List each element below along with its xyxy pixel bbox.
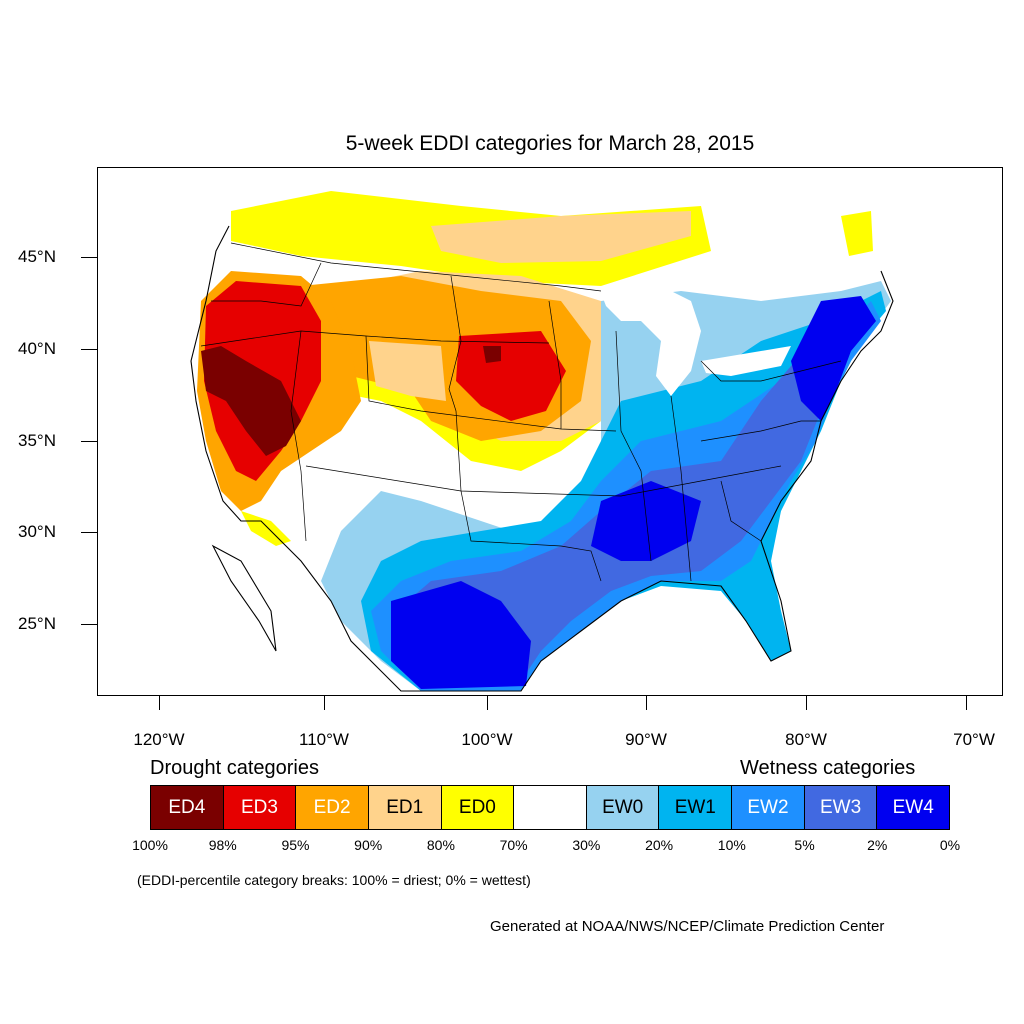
lon-tick (966, 696, 967, 710)
percentile-break-label: 2% (867, 837, 888, 853)
lon-tick (159, 696, 160, 710)
region-ed3 (456, 331, 566, 421)
percentile-break-label: 98% (208, 837, 237, 853)
drought-heading: Drought categories (150, 757, 319, 779)
lat-tick (81, 257, 97, 258)
percentile-break-label: 90% (354, 837, 383, 853)
lon-label-80: 80°W (785, 730, 827, 749)
lon-label-90: 90°W (625, 730, 667, 749)
percentile-break-label: 30% (572, 837, 601, 853)
percentile-break-label: 5% (794, 837, 815, 853)
region-ed4 (201, 346, 301, 456)
legend-swatch-ed4: ED4 (151, 786, 224, 829)
region-ed1 (369, 341, 446, 401)
percentile-break-label: 20% (645, 837, 674, 853)
legend-swatch-normal (514, 786, 587, 829)
legend-swatch-ew1: EW1 (659, 786, 733, 829)
region-ed0 (241, 511, 291, 546)
percentile-break-label: 80% (426, 837, 455, 853)
great-lakes (701, 346, 791, 376)
region-ew4 (591, 481, 701, 561)
region-ew4 (791, 296, 876, 421)
state-boundaries (200, 242, 842, 582)
wetness-heading: Wetness categories (740, 757, 916, 779)
category-legend: ED4 ED3 ED2 ED1 ED0 EW0 EW1 EW2 EW3 EW4 (150, 785, 950, 830)
lat-label-40: 40°N (18, 339, 56, 358)
lat-label-35: 35°N (18, 431, 56, 450)
legend-swatch-ed3: ED3 (223, 786, 297, 829)
percentile-break-label: 100% (132, 837, 168, 853)
coastline-outline (190, 225, 894, 692)
legend-swatch-ew4: EW4 (877, 786, 950, 829)
lat-label-45: 45°N (18, 247, 56, 266)
lon-label-70: 70°W (953, 730, 995, 749)
region-ed0 (841, 211, 873, 256)
category-note: (EDDI-percentile category breaks: 100% =… (137, 872, 531, 888)
lon-label-100: 100°W (461, 730, 513, 749)
legend-swatch-ew2: EW2 (732, 786, 805, 829)
legend-swatch-ew0: EW0 (586, 786, 660, 829)
lon-tick (646, 696, 647, 710)
legend-swatch-ew3: EW3 (804, 786, 878, 829)
lon-tick (806, 696, 807, 710)
percentile-break-label: 70% (499, 837, 528, 853)
legend-swatch-ed0: ED0 (441, 786, 515, 829)
credit-line: Generated at NOAA/NWS/NCEP/Climate Predi… (490, 918, 885, 935)
lon-label-120: 120°W (133, 730, 185, 749)
map-canvas (190, 191, 894, 692)
eddi-map (97, 167, 1003, 696)
legend-swatch-ed2: ED2 (296, 786, 369, 829)
region-ew4 (391, 581, 531, 689)
lon-tick (324, 696, 325, 710)
region-ed1 (431, 211, 691, 263)
legend-swatch-ed1: ED1 (368, 786, 442, 829)
percentile-break-label: 95% (281, 837, 310, 853)
lat-tick (81, 441, 97, 442)
lat-tick (81, 624, 97, 625)
percentile-break-label: 10% (717, 837, 746, 853)
region-ed4 (483, 346, 501, 363)
lat-label-30: 30°N (18, 522, 56, 541)
map-title: 5-week EDDI categories for March 28, 201… (345, 132, 755, 155)
lon-tick (487, 696, 488, 710)
lon-label-110: 110°W (299, 730, 349, 749)
percentile-break-label: 0% (939, 837, 961, 853)
lat-tick (81, 532, 97, 533)
great-lakes (601, 283, 701, 396)
lat-tick (81, 349, 97, 350)
lat-label-25: 25°N (18, 614, 56, 633)
